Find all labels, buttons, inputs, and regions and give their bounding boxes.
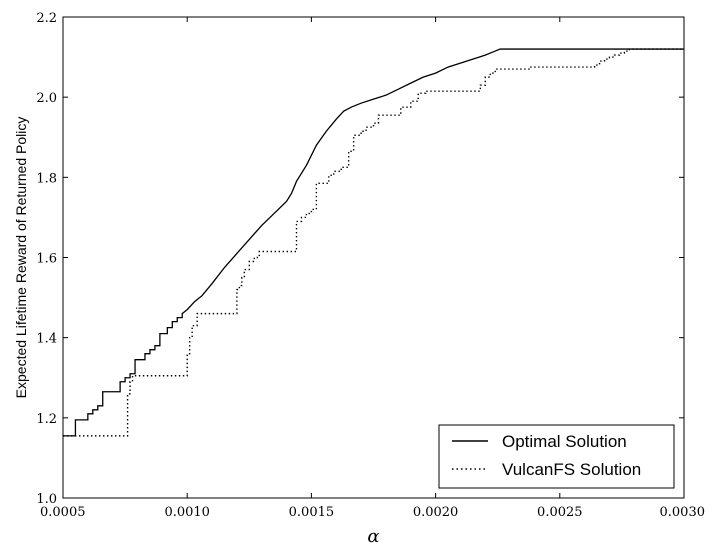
legend-label-vulcanfs-solution: VulcanFS Solution xyxy=(502,460,641,479)
legend-label-optimal-solution: Optimal Solution xyxy=(502,432,627,451)
series-line-optimal-solution xyxy=(63,48,684,437)
y-tick-label: 1.8 xyxy=(36,171,57,186)
y-tick-label: 1.6 xyxy=(36,252,57,267)
tick-layer: 0.0005 0.0010 0.0015 0.0020 0.0025 0.0030 1.0 1… xyxy=(36,11,705,520)
legend-box xyxy=(438,424,675,489)
y-tick-label: 1.0 xyxy=(36,492,57,507)
x-tick-label: 0.0025 xyxy=(537,505,583,520)
legend: Optimal Solution VulcanFS Solution xyxy=(438,424,675,489)
x-tick-label: 0.0005 xyxy=(40,505,86,520)
x-tick-label: 0.0015 xyxy=(289,505,335,520)
y-tick-label: 2.2 xyxy=(36,11,57,26)
x-tick-label: 0.0020 xyxy=(413,505,459,520)
x-axis-label: α xyxy=(367,526,379,547)
plot-frame xyxy=(62,16,685,499)
series-layer xyxy=(63,48,684,437)
x-tick-label: 0.0030 xyxy=(660,505,706,520)
series-line-vulcanfs-solution xyxy=(63,48,684,437)
y-tick-label: 2.0 xyxy=(36,91,57,106)
y-tick-label: 1.4 xyxy=(36,332,57,347)
x-tick-label: 0.0010 xyxy=(164,505,210,520)
y-axis-label: Expected Lifetime Reward of Returned Pol… xyxy=(13,117,29,399)
y-tick-label: 1.2 xyxy=(36,412,57,427)
